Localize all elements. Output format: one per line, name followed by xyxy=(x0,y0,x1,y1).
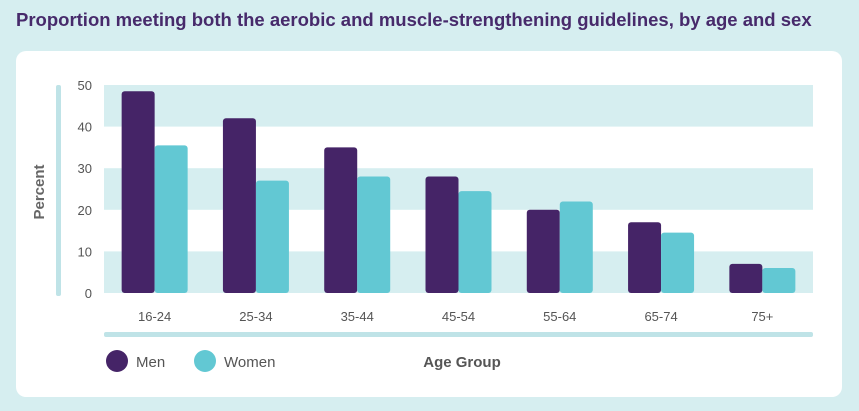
chart-title: Proportion meeting both the aerobic and … xyxy=(16,9,812,30)
bar-men xyxy=(526,209,560,293)
bar-men xyxy=(222,118,256,293)
bar-women xyxy=(357,176,391,293)
x-tick-label: 75+ xyxy=(751,309,773,324)
legend-swatch-men xyxy=(106,350,128,372)
bar-women xyxy=(154,145,188,293)
legend: Men Women xyxy=(106,350,275,372)
y-axis-label: Percent xyxy=(31,164,48,219)
x-tick-label: 25-34 xyxy=(239,309,272,324)
bar-men xyxy=(324,147,358,293)
bars xyxy=(121,91,796,294)
y-ticks: 0 10 20 30 40 50 xyxy=(78,78,92,301)
bar-women xyxy=(458,191,492,293)
x-tick-label: 35-44 xyxy=(341,309,374,324)
x-tick-label: 55-64 xyxy=(543,309,576,324)
bar-men xyxy=(628,222,662,293)
x-tick-label: 16-24 xyxy=(138,309,171,324)
y-tick-label: 10 xyxy=(78,244,92,259)
grid-bands xyxy=(104,85,813,293)
bar-men xyxy=(121,91,155,294)
bar-women xyxy=(255,180,289,293)
x-tick-label: 65-74 xyxy=(644,309,677,324)
y-tick-label: 40 xyxy=(78,120,92,135)
y-tick-label: 30 xyxy=(78,161,92,176)
bar-men xyxy=(729,263,763,293)
legend-swatch-women xyxy=(194,350,216,372)
x-tick-label: 45-54 xyxy=(442,309,475,324)
bar-women xyxy=(559,201,593,293)
y-tick-label: 0 xyxy=(85,286,92,301)
bar-women xyxy=(762,268,796,293)
legend-label-women: Women xyxy=(224,354,275,371)
y-tick-label: 20 xyxy=(78,203,92,218)
y-tick-label: 50 xyxy=(78,78,92,93)
x-axis-label: Age Group xyxy=(423,354,501,371)
x-axis-line xyxy=(104,332,813,337)
x-ticks: 16-24 25-34 35-44 45-54 55-64 65-74 75+ xyxy=(138,309,773,324)
bar-women xyxy=(661,232,695,293)
y-axis-line xyxy=(56,85,61,296)
legend-label-men: Men xyxy=(136,354,165,371)
bar-men xyxy=(425,176,459,293)
grid-band xyxy=(104,85,813,127)
